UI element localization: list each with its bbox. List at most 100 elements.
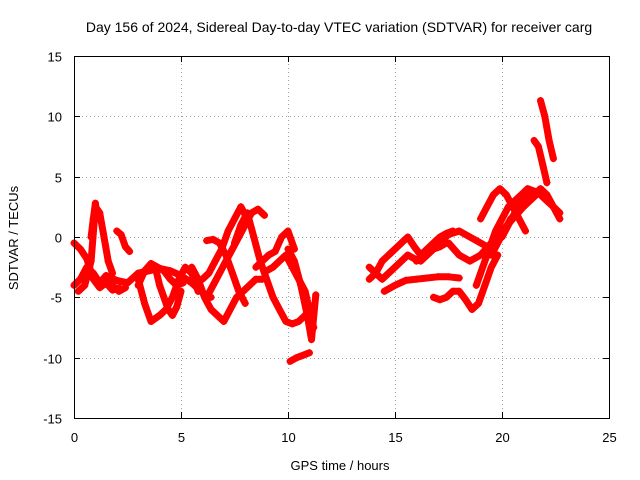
data-point bbox=[278, 233, 286, 241]
data-point bbox=[312, 291, 320, 299]
data-point bbox=[177, 287, 185, 295]
data-point bbox=[237, 203, 245, 211]
data-point bbox=[385, 251, 393, 259]
series-track-18 bbox=[286, 349, 313, 365]
series-track-4 bbox=[87, 199, 100, 241]
data-point bbox=[303, 311, 311, 319]
data-point bbox=[434, 239, 442, 247]
data-point bbox=[524, 191, 532, 199]
series-line bbox=[530, 137, 551, 187]
data-point bbox=[168, 311, 176, 319]
data-point bbox=[213, 311, 221, 319]
data-point bbox=[391, 281, 399, 289]
data-point bbox=[252, 263, 260, 271]
data-point bbox=[160, 293, 168, 301]
data-point bbox=[271, 248, 279, 255]
y-tick-label: -5 bbox=[50, 291, 62, 306]
data-point bbox=[445, 231, 452, 239]
series-track-26 bbox=[477, 185, 529, 235]
data-point bbox=[254, 205, 262, 213]
y-tick-label: 15 bbox=[48, 50, 62, 65]
y-tick-label: 0 bbox=[55, 231, 62, 246]
series-track-21 bbox=[380, 273, 463, 295]
data-point bbox=[530, 137, 538, 144]
data-point bbox=[378, 275, 386, 283]
data-point bbox=[173, 303, 181, 311]
data-point bbox=[502, 191, 510, 199]
data-point bbox=[147, 260, 155, 267]
data-point bbox=[504, 221, 512, 229]
data-point bbox=[404, 251, 412, 259]
data-point bbox=[479, 263, 487, 271]
data-point bbox=[207, 305, 215, 313]
x-tick-label: 0 bbox=[71, 430, 78, 445]
x-axis-label: GPS time / hours bbox=[291, 458, 390, 473]
data-point bbox=[74, 287, 82, 295]
data-point bbox=[205, 269, 213, 277]
data-point bbox=[472, 281, 480, 289]
data-point bbox=[412, 275, 420, 283]
data-point bbox=[269, 263, 277, 271]
data-point bbox=[410, 243, 418, 251]
series-line bbox=[286, 349, 313, 365]
data-point bbox=[179, 279, 187, 287]
data-point bbox=[93, 209, 100, 217]
data-point bbox=[188, 263, 196, 271]
data-point bbox=[252, 275, 260, 283]
data-point bbox=[109, 286, 116, 294]
data-point bbox=[365, 263, 373, 271]
data-point bbox=[487, 251, 495, 259]
series-track-10 bbox=[188, 263, 266, 325]
data-point bbox=[481, 281, 489, 289]
data-point bbox=[286, 357, 294, 365]
data-point bbox=[216, 269, 223, 277]
data-point bbox=[102, 272, 110, 280]
series-track-29 bbox=[530, 137, 551, 187]
data-point bbox=[211, 257, 219, 265]
data-point bbox=[455, 287, 463, 295]
series-track-25 bbox=[472, 185, 538, 289]
data-point bbox=[91, 199, 99, 207]
data-point bbox=[263, 275, 271, 283]
series-track-13 bbox=[203, 235, 249, 307]
data-point bbox=[462, 296, 470, 304]
data-point bbox=[391, 263, 399, 271]
data-point bbox=[89, 215, 97, 223]
data-point bbox=[455, 251, 463, 259]
data-point bbox=[293, 354, 301, 362]
y-tick-label: 10 bbox=[48, 110, 62, 125]
data-point bbox=[483, 203, 491, 211]
data-point bbox=[537, 185, 544, 193]
data-point bbox=[250, 233, 258, 241]
data-point bbox=[261, 211, 268, 219]
data-point bbox=[496, 185, 504, 193]
y-tick-label: -15 bbox=[43, 412, 62, 427]
data-point bbox=[475, 299, 482, 307]
grid bbox=[74, 56, 609, 418]
data-point bbox=[231, 215, 238, 223]
series-track-15 bbox=[252, 227, 298, 271]
data-point bbox=[537, 97, 544, 105]
data-point bbox=[545, 137, 553, 144]
data-point bbox=[224, 227, 232, 235]
data-point bbox=[556, 215, 564, 223]
data-point bbox=[543, 191, 551, 199]
data-point bbox=[284, 245, 292, 253]
data-point bbox=[263, 267, 271, 275]
data-point bbox=[297, 281, 305, 289]
data-point bbox=[147, 318, 155, 325]
data-point bbox=[181, 263, 189, 271]
data-point bbox=[168, 293, 176, 301]
data-point bbox=[511, 209, 519, 217]
data-point bbox=[235, 287, 243, 295]
data-point bbox=[203, 237, 211, 245]
y-tick-label: 5 bbox=[55, 171, 62, 186]
data-point bbox=[385, 269, 393, 277]
data-point bbox=[442, 293, 450, 301]
data-point bbox=[156, 311, 164, 319]
data-point bbox=[391, 245, 399, 253]
x-tick-label: 15 bbox=[388, 430, 402, 445]
series-line bbox=[412, 227, 495, 265]
data-point bbox=[530, 191, 538, 199]
